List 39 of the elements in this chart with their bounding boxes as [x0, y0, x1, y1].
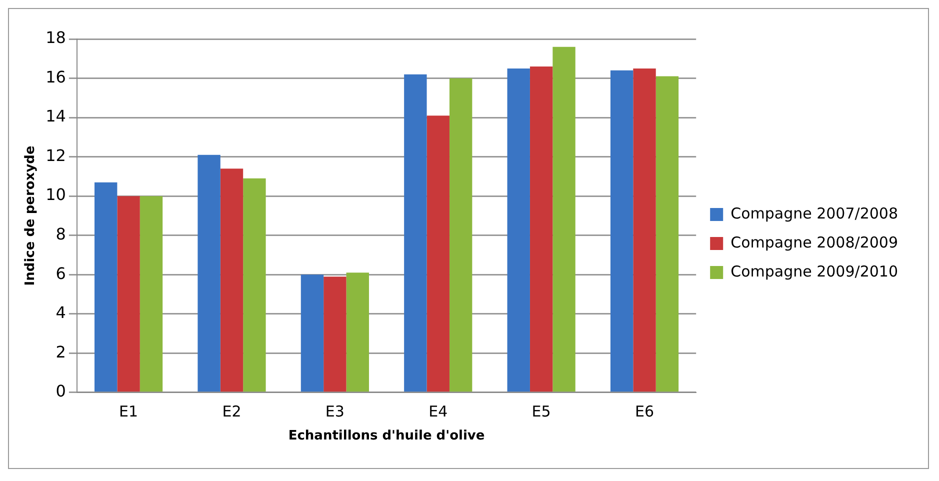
bar	[94, 182, 118, 392]
y-axis-title: Indice de peroxyde	[23, 146, 38, 286]
x-tick-label: E5	[532, 402, 551, 420]
y-tick-label: 10	[46, 185, 66, 204]
bar	[552, 46, 576, 392]
bar	[220, 168, 244, 392]
y-tick-label: 16	[46, 67, 66, 86]
legend-label: Compagne 2008/2009	[730, 233, 898, 252]
bar	[198, 154, 220, 392]
bar	[656, 76, 679, 392]
legend-label: Compagne 2007/2008	[730, 204, 898, 222]
bar	[610, 70, 634, 392]
y-tick-label: 8	[56, 224, 66, 244]
bar	[300, 274, 324, 392]
bar	[140, 196, 163, 392]
bar	[633, 68, 656, 392]
y-tick-label: 4	[56, 303, 66, 322]
x-tick-label: E4	[428, 402, 448, 420]
y-tick-label: 0	[56, 382, 66, 401]
y-tick-label: 14	[46, 106, 66, 126]
y-tick-label: 6	[56, 264, 66, 283]
x-tick-label: E6	[634, 402, 654, 420]
bar	[117, 196, 140, 392]
y-tick-label: 18	[46, 28, 66, 48]
bar	[507, 68, 530, 392]
y-tick-label: 12	[46, 146, 66, 165]
bar	[426, 116, 450, 392]
bar	[530, 66, 553, 392]
x-tick-label: E2	[222, 402, 242, 420]
y-tick-label: 2	[56, 342, 66, 362]
bar	[346, 272, 369, 392]
x-tick-label: E1	[119, 402, 138, 420]
x-tick-label: E3	[325, 402, 344, 420]
bar	[243, 178, 266, 392]
bar	[449, 78, 472, 392]
bar	[324, 276, 346, 392]
x-axis-title: Echantillons d'huile d'olive	[288, 428, 485, 444]
bar	[404, 74, 427, 392]
legend-label: Compagne 2009/2010	[730, 262, 898, 280]
